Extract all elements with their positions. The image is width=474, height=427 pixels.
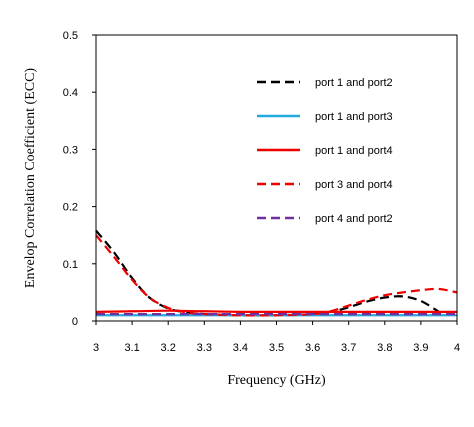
- x-tick-label: 3.1: [124, 342, 139, 354]
- legend: port 1 and port2 port 1 and port3 port 1 a…: [257, 77, 393, 225]
- x-axis-title: Frequency (GHz): [227, 373, 326, 388]
- series-line-1: [95, 229, 440, 317]
- legend-label-4: port 3 and port4: [315, 179, 393, 191]
- series-line-3: [95, 309, 457, 313]
- x-tick-label: 3: [93, 342, 99, 354]
- x-tick-label: 3.6: [305, 342, 320, 354]
- x-tick-label: 3.7: [341, 342, 356, 354]
- y-tick-label: 0.2: [63, 202, 78, 214]
- series-lines: [95, 229, 458, 317]
- x-tick-label: 3.2: [161, 342, 176, 354]
- y-axis-ticks: 0 0.1 0.2 0.3 0.4 0.5: [63, 30, 96, 328]
- y-tick-label: 0.5: [63, 30, 78, 42]
- y-tick-label: 0: [72, 316, 78, 328]
- x-tick-label: 3.8: [377, 342, 392, 354]
- legend-label-3: port 1 and port4: [315, 145, 393, 157]
- y-axis-title: Envelop Correlation Coefficient (ECC): [23, 68, 38, 289]
- x-axis-ticks: 3 3.1 3.2 3.3 3.4 3.5 3.6 3.7 3.8 3.9 4: [93, 321, 460, 354]
- legend-label-1: port 1 and port2: [315, 77, 393, 89]
- x-tick-label: 3.3: [197, 342, 212, 354]
- y-tick-label: 0.1: [63, 259, 78, 271]
- x-tick-label: 4: [454, 342, 460, 354]
- legend-label-2: port 1 and port3: [315, 111, 393, 123]
- y-tick-label: 0.4: [63, 87, 78, 99]
- y-tick-label: 0.3: [63, 144, 78, 156]
- plot-area-frame: [95, 34, 458, 322]
- series-line-4: [95, 234, 458, 317]
- legend-label-5: port 4 and port2: [315, 213, 393, 225]
- x-tick-label: 3.4: [233, 342, 248, 354]
- x-tick-label: 3.5: [269, 342, 284, 354]
- x-tick-label: 3.9: [413, 342, 428, 354]
